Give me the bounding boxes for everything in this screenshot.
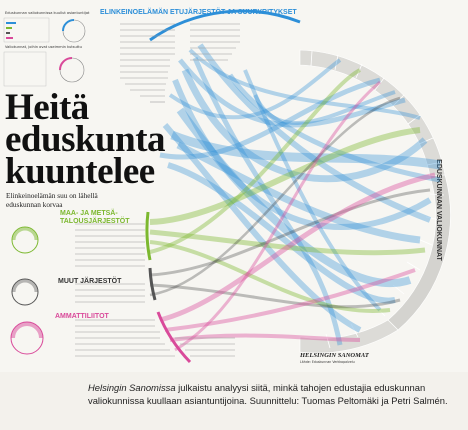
union-chords [159, 80, 436, 352]
other-wheel [11, 278, 39, 306]
svg-text:Valiokunnat, joihin ovat useim: Valiokunnat, joihin ovat useimmin kutsut… [5, 45, 82, 49]
agri-wheel [11, 226, 39, 254]
business-label-lines [120, 23, 240, 103]
unions-arc [156, 311, 192, 364]
unions-heading: AMMATTILIITOT [55, 313, 110, 320]
unions-wheel [10, 321, 44, 355]
agri-chords [149, 68, 426, 313]
hs-logo: HELSINGIN SANOMAT [299, 352, 370, 359]
chord-diagram: EDUSKUNNAN VALIOKUNNAT [3, 7, 451, 364]
source-note: Lähde: Eduskunnan Verkkopalvelu [300, 360, 355, 364]
caption: Helsingin Sanomissa julkaistu analyysi s… [88, 381, 460, 407]
agri-heading: MAA- JA METSÄ- TALOUSJÄRJESTÖT [60, 209, 130, 225]
poster-subtitle: Elinkeinoelämän suu on lähellä eduskunna… [6, 191, 98, 209]
legend-top: Eduskunnan valiokunnissa kuullut asiantu… [3, 11, 90, 43]
other-arc [148, 267, 157, 301]
business-heading: ELINKEINOELÄMÄN ETUJÄRJESTÖT JA SUURYRIT… [100, 7, 297, 16]
poster-title: Heitä eduskunta kuuntelee [5, 87, 166, 192]
other-chords [149, 96, 431, 309]
committees-label: EDUSKUNNAN VALIOKUNNAT [435, 159, 442, 261]
agri-arc [145, 211, 152, 261]
lower-label-lines [75, 223, 235, 357]
legend-bottom: Valiokunnat, joihin ovat useimmin kutsut… [3, 45, 85, 87]
business-chords [159, 43, 441, 346]
ring-dividers [310, 50, 445, 349]
caption-italic: Helsingin Sanomissa [88, 382, 176, 393]
svg-text:Eduskunnan valiokunnissa kuull: Eduskunnan valiokunnissa kuullut asiantu… [5, 11, 90, 15]
committee-ring [299, 49, 451, 354]
caption-text: julkaistu analyysi siitä, minkä tahojen … [88, 382, 448, 406]
other-heading: MUUT JÄRJESTÖT [58, 276, 122, 285]
infographic: EDUSKUNNAN VALIOKUNNAT [3, 7, 451, 364]
